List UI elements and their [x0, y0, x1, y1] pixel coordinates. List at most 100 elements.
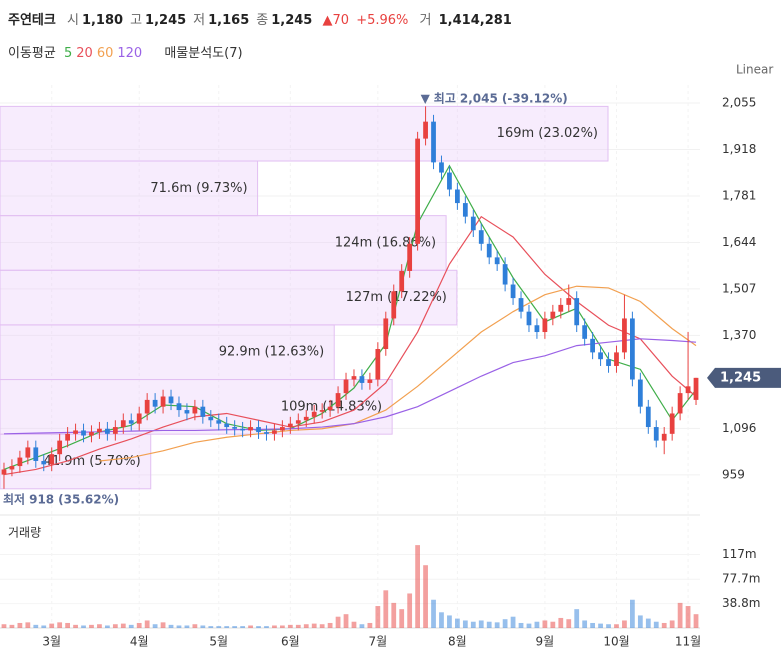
candle-body: [57, 440, 63, 455]
scale-label: Linear: [736, 63, 773, 77]
y-tick-label: 77.7m: [722, 572, 760, 586]
candle-body: [677, 393, 683, 414]
volume-bar: [455, 618, 460, 628]
profile-label: 92.9m (12.63%): [219, 345, 324, 360]
volume-bar: [128, 624, 134, 628]
volume-bar: [582, 620, 588, 628]
candle-body: [455, 189, 460, 204]
volume-bar: [264, 626, 269, 628]
candle-body: [49, 454, 55, 465]
candle-body: [423, 121, 428, 139]
candle-body: [439, 162, 444, 173]
ma-line: [3, 215, 697, 476]
candle-body: [566, 298, 572, 305]
candle-body: [478, 230, 484, 244]
candle-body: [65, 433, 70, 441]
volume-bar: [152, 624, 158, 628]
volume-title: 거래량: [8, 526, 41, 540]
quote-label: 종: [256, 13, 269, 28]
low-value: 918: [29, 493, 54, 507]
ma-legend: 60: [96, 46, 114, 61]
volume-bar: [311, 623, 317, 628]
volume-bar: [574, 609, 580, 628]
volume-bar: [614, 624, 619, 628]
stock-name: 주연테크: [8, 13, 56, 28]
volume-bar: [232, 626, 238, 628]
volume-bar: [97, 624, 102, 628]
candle-body: [81, 430, 86, 436]
profile-bar: [0, 215, 447, 271]
volume-bar: [200, 625, 206, 628]
x-tick-label: 9월: [536, 635, 555, 649]
ma-legend: 20: [76, 46, 93, 61]
candle-body: [637, 379, 643, 407]
volume-bar: [208, 626, 214, 628]
candle-body: [518, 298, 524, 312]
volume-label: 거: [419, 13, 432, 28]
candle-body: [1, 469, 7, 475]
candle-body: [510, 284, 516, 299]
high-arrow: ▼: [421, 92, 431, 106]
y-tick-label: 117m: [722, 547, 757, 561]
candle-body: [232, 427, 238, 429]
candle-body: [391, 291, 397, 319]
candle-body: [41, 460, 47, 465]
candle-body: [184, 410, 190, 414]
volume-bar: [351, 621, 357, 628]
candle-body: [319, 410, 325, 412]
candle-body: [622, 318, 627, 353]
x-tick-label: 10월: [603, 635, 629, 649]
volume-bar: [343, 614, 349, 628]
volume-bar: [462, 620, 468, 628]
candle-body: [462, 203, 468, 217]
quote-value: 1,165: [208, 13, 250, 28]
volume-bar: [359, 624, 365, 628]
x-tick-label: 3월: [42, 635, 61, 649]
last-price-label: 1,245: [720, 370, 761, 385]
volume-bar: [25, 622, 31, 628]
volume-bar: [287, 624, 293, 628]
candle-body: [33, 447, 39, 461]
volume-bar: [383, 590, 389, 628]
ma-list: 5 20 60 120: [64, 46, 146, 61]
profile-label: 169m (23.02%): [497, 126, 598, 141]
volume-bar: [73, 624, 78, 628]
candle-body: [280, 427, 285, 431]
volume-bar: [447, 615, 452, 628]
candle-body: [272, 430, 277, 434]
y-tick-label: 1,507: [722, 281, 756, 295]
volume-bar: [176, 625, 182, 628]
quote-bar: 주연테크 시 1,180 고 1,245 저 1,165 종 1,245 ▲70 +5.96%…: [8, 9, 515, 28]
candle-body: [303, 416, 309, 421]
volume-bar: [57, 622, 63, 628]
candle-body: [9, 466, 15, 470]
candle-body: [89, 432, 94, 436]
x-tick-label: 6월: [281, 635, 300, 649]
volume-bar: [606, 624, 611, 628]
volume-bar: [280, 625, 285, 628]
x-tick-label: 5월: [209, 635, 228, 649]
candle-body: [383, 318, 389, 349]
candle-body: [120, 420, 126, 428]
volume-bar: [33, 624, 39, 628]
candle-body: [431, 121, 436, 163]
volume-bar: [65, 622, 70, 628]
volume-bar: [478, 620, 484, 628]
volume-bar: [41, 625, 47, 628]
candle-body: [661, 433, 667, 441]
candle-body: [526, 311, 532, 326]
volume-bar: [685, 606, 691, 628]
candle-body: [200, 406, 206, 417]
volume-bar: [415, 545, 420, 628]
volume-bar: [327, 622, 333, 628]
volume-bar: [1, 624, 7, 628]
profile-bar: [0, 269, 458, 326]
change-pct: +5.96%: [356, 13, 409, 28]
volume-bar: [486, 621, 492, 628]
legend: 이동평균 5 20 60 120 매물분석도(7): [8, 42, 247, 61]
y-tick-label: 2,055: [722, 95, 756, 109]
volume-bar: [566, 619, 572, 628]
volume-bar: [136, 622, 142, 628]
candle-body: [351, 376, 357, 380]
quote-value: 1,245: [271, 13, 313, 28]
